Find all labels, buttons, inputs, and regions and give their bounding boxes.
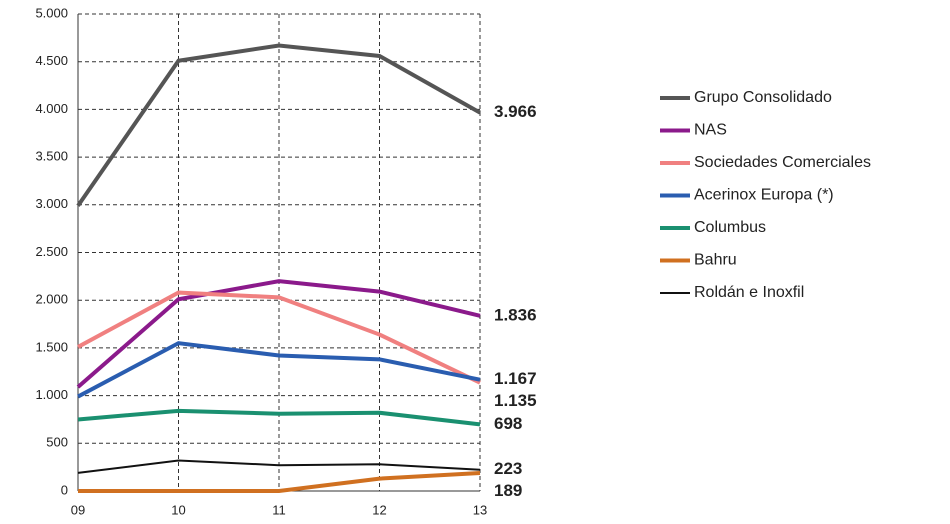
legend-label: Columbus: [694, 219, 766, 236]
y-tick-label: 4.000: [35, 101, 68, 116]
y-tick-label: 500: [46, 435, 68, 450]
x-tick-label: 10: [171, 502, 185, 517]
y-tick-label: 3.000: [35, 196, 68, 211]
x-tick-label: 09: [71, 502, 85, 517]
legend-label: NAS: [694, 122, 727, 139]
y-tick-label: 4.500: [35, 53, 68, 68]
value-label: 1.836: [494, 305, 537, 324]
y-tick-label: 1.000: [35, 387, 68, 402]
legend-label: Bahru: [694, 252, 737, 269]
value-label: 1.135: [494, 391, 537, 410]
x-tick-label: 13: [473, 502, 487, 517]
x-tick-label: 12: [372, 502, 386, 517]
value-label: 698: [494, 414, 522, 433]
y-tick-label: 3.500: [35, 149, 68, 164]
legend-label: Grupo Consolidado: [694, 89, 832, 106]
series-line: [77, 408, 481, 427]
value-label: 223: [494, 459, 522, 478]
y-tick-label: 5.000: [35, 5, 68, 20]
y-tick-label: 2.000: [35, 292, 68, 307]
value-label: 3.966: [494, 102, 537, 121]
y-tick-label: 1.500: [35, 339, 68, 354]
series-line: [76, 279, 481, 389]
y-tick-label: 0: [61, 482, 68, 497]
legend-label: Sociedades Comerciales: [694, 154, 871, 171]
x-tick-label: 11: [272, 502, 286, 517]
value-label: 189: [494, 481, 522, 500]
value-label: 1.167: [494, 369, 537, 388]
series-line: [76, 43, 481, 207]
series-line: [78, 470, 481, 493]
series-line: [77, 341, 481, 399]
y-tick-label: 2.500: [35, 244, 68, 259]
legend-label: Acerinox Europa (*): [694, 187, 834, 204]
series-line: [77, 290, 481, 385]
legend-label: Roldán e Inoxfil: [694, 284, 804, 301]
series-line: [77, 459, 481, 474]
